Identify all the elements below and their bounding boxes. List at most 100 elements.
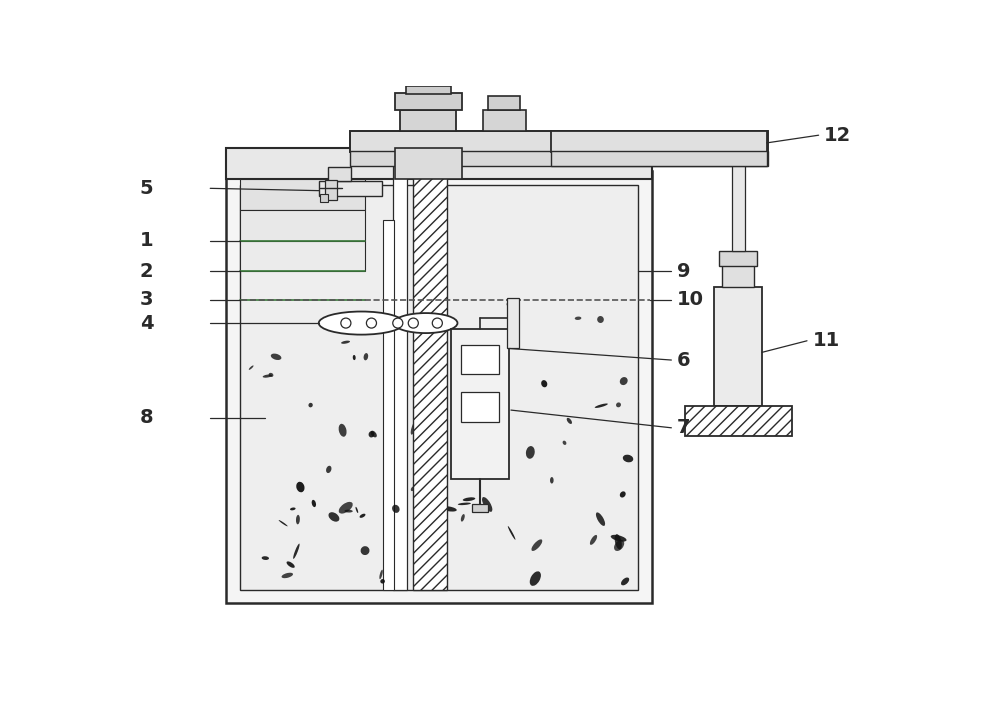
- Bar: [472, 504, 488, 512]
- Circle shape: [408, 318, 418, 328]
- Ellipse shape: [263, 374, 272, 377]
- Ellipse shape: [530, 571, 541, 586]
- Ellipse shape: [379, 570, 383, 579]
- Ellipse shape: [249, 365, 254, 370]
- Ellipse shape: [623, 455, 633, 463]
- Ellipse shape: [526, 446, 535, 459]
- Circle shape: [432, 318, 442, 328]
- Bar: [350, 130, 768, 152]
- Bar: [450, 329, 509, 480]
- Text: 1: 1: [140, 231, 154, 250]
- Text: 3: 3: [140, 291, 153, 309]
- Bar: [685, 406, 792, 435]
- Ellipse shape: [290, 508, 296, 511]
- Bar: [240, 179, 365, 210]
- Ellipse shape: [262, 556, 269, 560]
- Text: 4: 4: [140, 314, 154, 332]
- Ellipse shape: [425, 377, 431, 383]
- Ellipse shape: [482, 497, 492, 512]
- Ellipse shape: [531, 539, 542, 551]
- Ellipse shape: [361, 546, 369, 555]
- Ellipse shape: [319, 311, 404, 334]
- Bar: [551, 130, 767, 152]
- Bar: [319, 180, 382, 196]
- Ellipse shape: [353, 355, 356, 360]
- Bar: [320, 195, 328, 202]
- Text: 12: 12: [824, 126, 851, 145]
- Ellipse shape: [380, 579, 385, 584]
- Ellipse shape: [296, 482, 305, 493]
- Text: 8: 8: [140, 408, 154, 427]
- Ellipse shape: [590, 535, 597, 545]
- Bar: [395, 148, 462, 179]
- Ellipse shape: [507, 302, 514, 308]
- Bar: [714, 287, 762, 406]
- Ellipse shape: [614, 540, 624, 551]
- Ellipse shape: [339, 502, 353, 513]
- Bar: [722, 263, 754, 287]
- Ellipse shape: [615, 534, 622, 549]
- Bar: [240, 185, 638, 589]
- Circle shape: [341, 318, 351, 328]
- Ellipse shape: [296, 515, 300, 524]
- Bar: [350, 150, 768, 166]
- Ellipse shape: [341, 341, 350, 344]
- Ellipse shape: [279, 520, 288, 526]
- Bar: [461, 344, 499, 374]
- Ellipse shape: [364, 353, 368, 360]
- Ellipse shape: [595, 404, 608, 408]
- Bar: [240, 210, 365, 241]
- Text: 9: 9: [677, 262, 690, 281]
- Ellipse shape: [575, 316, 581, 320]
- Ellipse shape: [356, 507, 358, 513]
- Ellipse shape: [339, 424, 347, 437]
- Circle shape: [393, 318, 403, 328]
- Ellipse shape: [271, 354, 281, 360]
- Bar: [461, 392, 499, 422]
- Ellipse shape: [269, 373, 273, 377]
- Text: 7: 7: [677, 418, 690, 437]
- Ellipse shape: [411, 486, 415, 491]
- Ellipse shape: [287, 561, 295, 568]
- Ellipse shape: [344, 510, 353, 513]
- Ellipse shape: [293, 543, 300, 559]
- Text: 6: 6: [677, 351, 690, 369]
- Ellipse shape: [508, 526, 515, 540]
- Bar: [240, 241, 365, 271]
- Bar: [406, 86, 450, 95]
- Text: 11: 11: [813, 332, 840, 350]
- Ellipse shape: [461, 514, 465, 522]
- Bar: [413, 139, 447, 589]
- Ellipse shape: [312, 500, 316, 507]
- Text: 5: 5: [140, 179, 154, 198]
- Ellipse shape: [596, 513, 605, 526]
- Bar: [325, 180, 337, 200]
- Ellipse shape: [616, 402, 621, 407]
- Ellipse shape: [621, 578, 629, 586]
- Ellipse shape: [550, 477, 554, 483]
- Ellipse shape: [328, 512, 339, 522]
- Ellipse shape: [458, 503, 471, 505]
- Bar: [719, 251, 757, 266]
- Bar: [393, 158, 407, 589]
- Bar: [551, 150, 767, 166]
- Ellipse shape: [423, 340, 427, 354]
- Ellipse shape: [282, 573, 293, 579]
- Ellipse shape: [308, 403, 313, 407]
- Ellipse shape: [567, 418, 572, 424]
- Ellipse shape: [422, 380, 426, 397]
- Ellipse shape: [326, 465, 331, 473]
- Bar: [483, 110, 526, 131]
- Ellipse shape: [463, 498, 475, 501]
- Bar: [383, 220, 394, 589]
- Ellipse shape: [541, 380, 547, 387]
- Ellipse shape: [369, 431, 374, 437]
- Bar: [226, 148, 652, 179]
- Text: 10: 10: [677, 291, 704, 309]
- Bar: [507, 299, 519, 349]
- Bar: [732, 166, 745, 251]
- Ellipse shape: [620, 491, 626, 498]
- Ellipse shape: [392, 505, 400, 513]
- Ellipse shape: [428, 581, 436, 586]
- Bar: [395, 93, 462, 110]
